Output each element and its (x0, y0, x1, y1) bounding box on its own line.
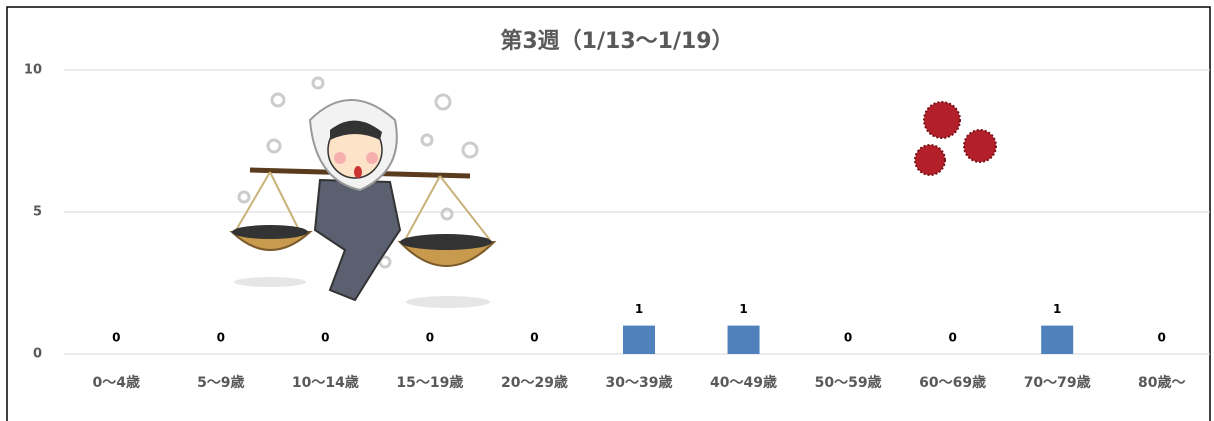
x-tick-label: 70～79歳 (1024, 374, 1091, 391)
data-label: 1 (739, 302, 747, 316)
data-label: 0 (948, 331, 956, 345)
chart-title: 第3週（1/13～1/19） (500, 28, 733, 54)
illustration (229, 76, 997, 308)
bar (1041, 325, 1074, 354)
data-label: 1 (635, 302, 643, 316)
x-tick-label: 0～4歳 (93, 374, 140, 391)
data-label: 0 (112, 331, 120, 345)
x-tick-label: 20～29歳 (501, 374, 568, 391)
data-label: 0 (844, 331, 852, 345)
x-tick-label: 30～39歳 (606, 374, 673, 391)
x-tick-label: 5～9歳 (197, 374, 244, 391)
x-tick-label: 50～59歳 (815, 374, 882, 391)
x-tick-label: 10～14歳 (292, 374, 359, 391)
bar (727, 325, 760, 354)
data-label: 0 (426, 331, 434, 345)
x-tick-label: 15～19歳 (396, 374, 463, 391)
frame (6, 6, 1211, 421)
y-tick-label: 0 (33, 347, 42, 362)
data-label: 0 (530, 331, 538, 345)
bar (623, 325, 655, 354)
x-tick-label: 60～69歳 (919, 374, 986, 391)
y-tick-label: 10 (24, 63, 42, 78)
x-tick-label: 40～49歳 (710, 374, 777, 391)
data-label: 0 (321, 331, 329, 345)
x-tick-label: 80歳～ (1138, 374, 1185, 391)
data-label: 0 (1158, 331, 1166, 345)
y-tick-label: 5 (33, 205, 42, 220)
data-label: 0 (217, 331, 225, 345)
data-label: 1 (1053, 302, 1061, 316)
